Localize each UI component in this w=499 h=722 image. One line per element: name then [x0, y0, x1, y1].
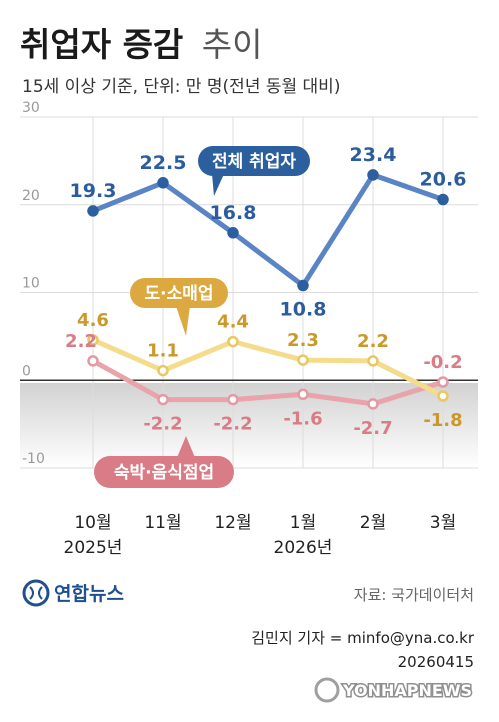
data-label: -0.2	[423, 352, 462, 373]
data-point	[227, 335, 239, 348]
data-point	[297, 279, 309, 292]
legend-callout-total: 전체 취업자	[198, 146, 310, 196]
data-point	[437, 390, 449, 402]
data-point	[87, 355, 99, 367]
data-label: 10.8	[280, 299, 327, 321]
credit-line: 김민지 기자 = minfo@yna.co.kr	[251, 629, 475, 647]
data-label: -1.8	[423, 410, 462, 431]
series-lines	[90, 172, 446, 407]
data-point	[227, 393, 239, 406]
y-tick-label: 20	[22, 188, 40, 204]
y-tick-label: 0	[22, 363, 31, 379]
series-points	[87, 169, 449, 410]
page-title: 취업자 증감 추이	[20, 25, 263, 64]
x-tick-label: 3월	[430, 513, 456, 533]
data-label: 2.3	[287, 330, 319, 351]
x-tick-label: 12월	[214, 513, 251, 533]
series-line	[90, 337, 446, 399]
data-label: -2.2	[213, 414, 252, 435]
legend-callout-retail: 도·소매업	[130, 278, 228, 336]
data-label: 1.1	[147, 341, 179, 362]
watermark: YONHAPNEWS	[314, 677, 474, 703]
data-point	[157, 393, 169, 406]
x-tick-label: 1월	[290, 513, 316, 533]
data-label: -2.2	[143, 414, 182, 435]
yonhap-logo: 연합뉴스	[22, 579, 124, 607]
series-labels: 19.3 22.5 16.8 10.8 23.4 20.6 4.6 1.1 4.4 2.3 2.2 -…	[65, 144, 466, 439]
data-point	[297, 388, 309, 401]
y-tick-label: 10	[22, 276, 40, 292]
legend-label-total: 전체 취업자	[212, 151, 296, 172]
legend-label-food: 숙박·음식점업	[114, 463, 214, 483]
x-year-label: 2025년	[64, 538, 123, 558]
data-point	[157, 364, 169, 377]
x-axis: 10월 11월 12월 1월 2월 3월 2025년 2026년	[64, 513, 457, 558]
data-label: 22.5	[140, 152, 187, 174]
data-label: 16.8	[210, 202, 257, 224]
source-note: 자료: 국가데이터처	[354, 586, 474, 604]
data-point	[367, 355, 379, 367]
subtitle: 15세 이상 기준, 단위: 만 명(전년 동월 대비)	[22, 77, 340, 97]
data-point	[437, 376, 449, 388]
y-tick-label: -10	[22, 451, 45, 467]
data-label: 4.4	[217, 312, 249, 333]
title-light: 추이	[202, 25, 263, 64]
data-point	[87, 205, 99, 217]
series-line	[90, 172, 446, 288]
watermark-text: YONHAPNEWS	[342, 681, 472, 700]
y-axis: 30 20 10 0 -10	[22, 100, 45, 467]
data-point	[157, 177, 169, 189]
data-point	[437, 193, 449, 206]
credit-date: 20260415	[398, 653, 474, 671]
data-point	[227, 227, 239, 239]
legend-label-retail: 도·소매업	[144, 284, 213, 304]
data-label: 2.2	[357, 331, 389, 352]
data-label: -2.7	[353, 418, 392, 439]
globe-icon	[22, 579, 50, 607]
title-bold: 취업자 증감	[20, 25, 183, 64]
y-tick-label: 30	[22, 100, 40, 116]
data-label: 4.6	[77, 310, 109, 331]
x-tick-label: 2월	[360, 513, 386, 533]
x-year-label: 2026년	[274, 538, 333, 558]
data-label: -1.6	[283, 408, 322, 429]
data-label: 23.4	[350, 144, 397, 166]
x-tick-label: 11월	[144, 513, 181, 533]
data-point	[367, 398, 379, 410]
data-point	[297, 354, 309, 366]
data-label: 20.6	[420, 169, 467, 191]
data-point	[87, 334, 99, 346]
series-line	[90, 358, 446, 407]
x-tick-label: 10월	[74, 513, 111, 533]
data-point	[367, 169, 379, 181]
logo-text: 연합뉴스	[54, 583, 124, 605]
legend-callout-food: 숙박·음식점업	[94, 436, 234, 488]
data-label: 19.3	[70, 180, 117, 202]
data-label: 2.2	[65, 331, 97, 352]
watermark-globe-icon	[314, 677, 340, 703]
